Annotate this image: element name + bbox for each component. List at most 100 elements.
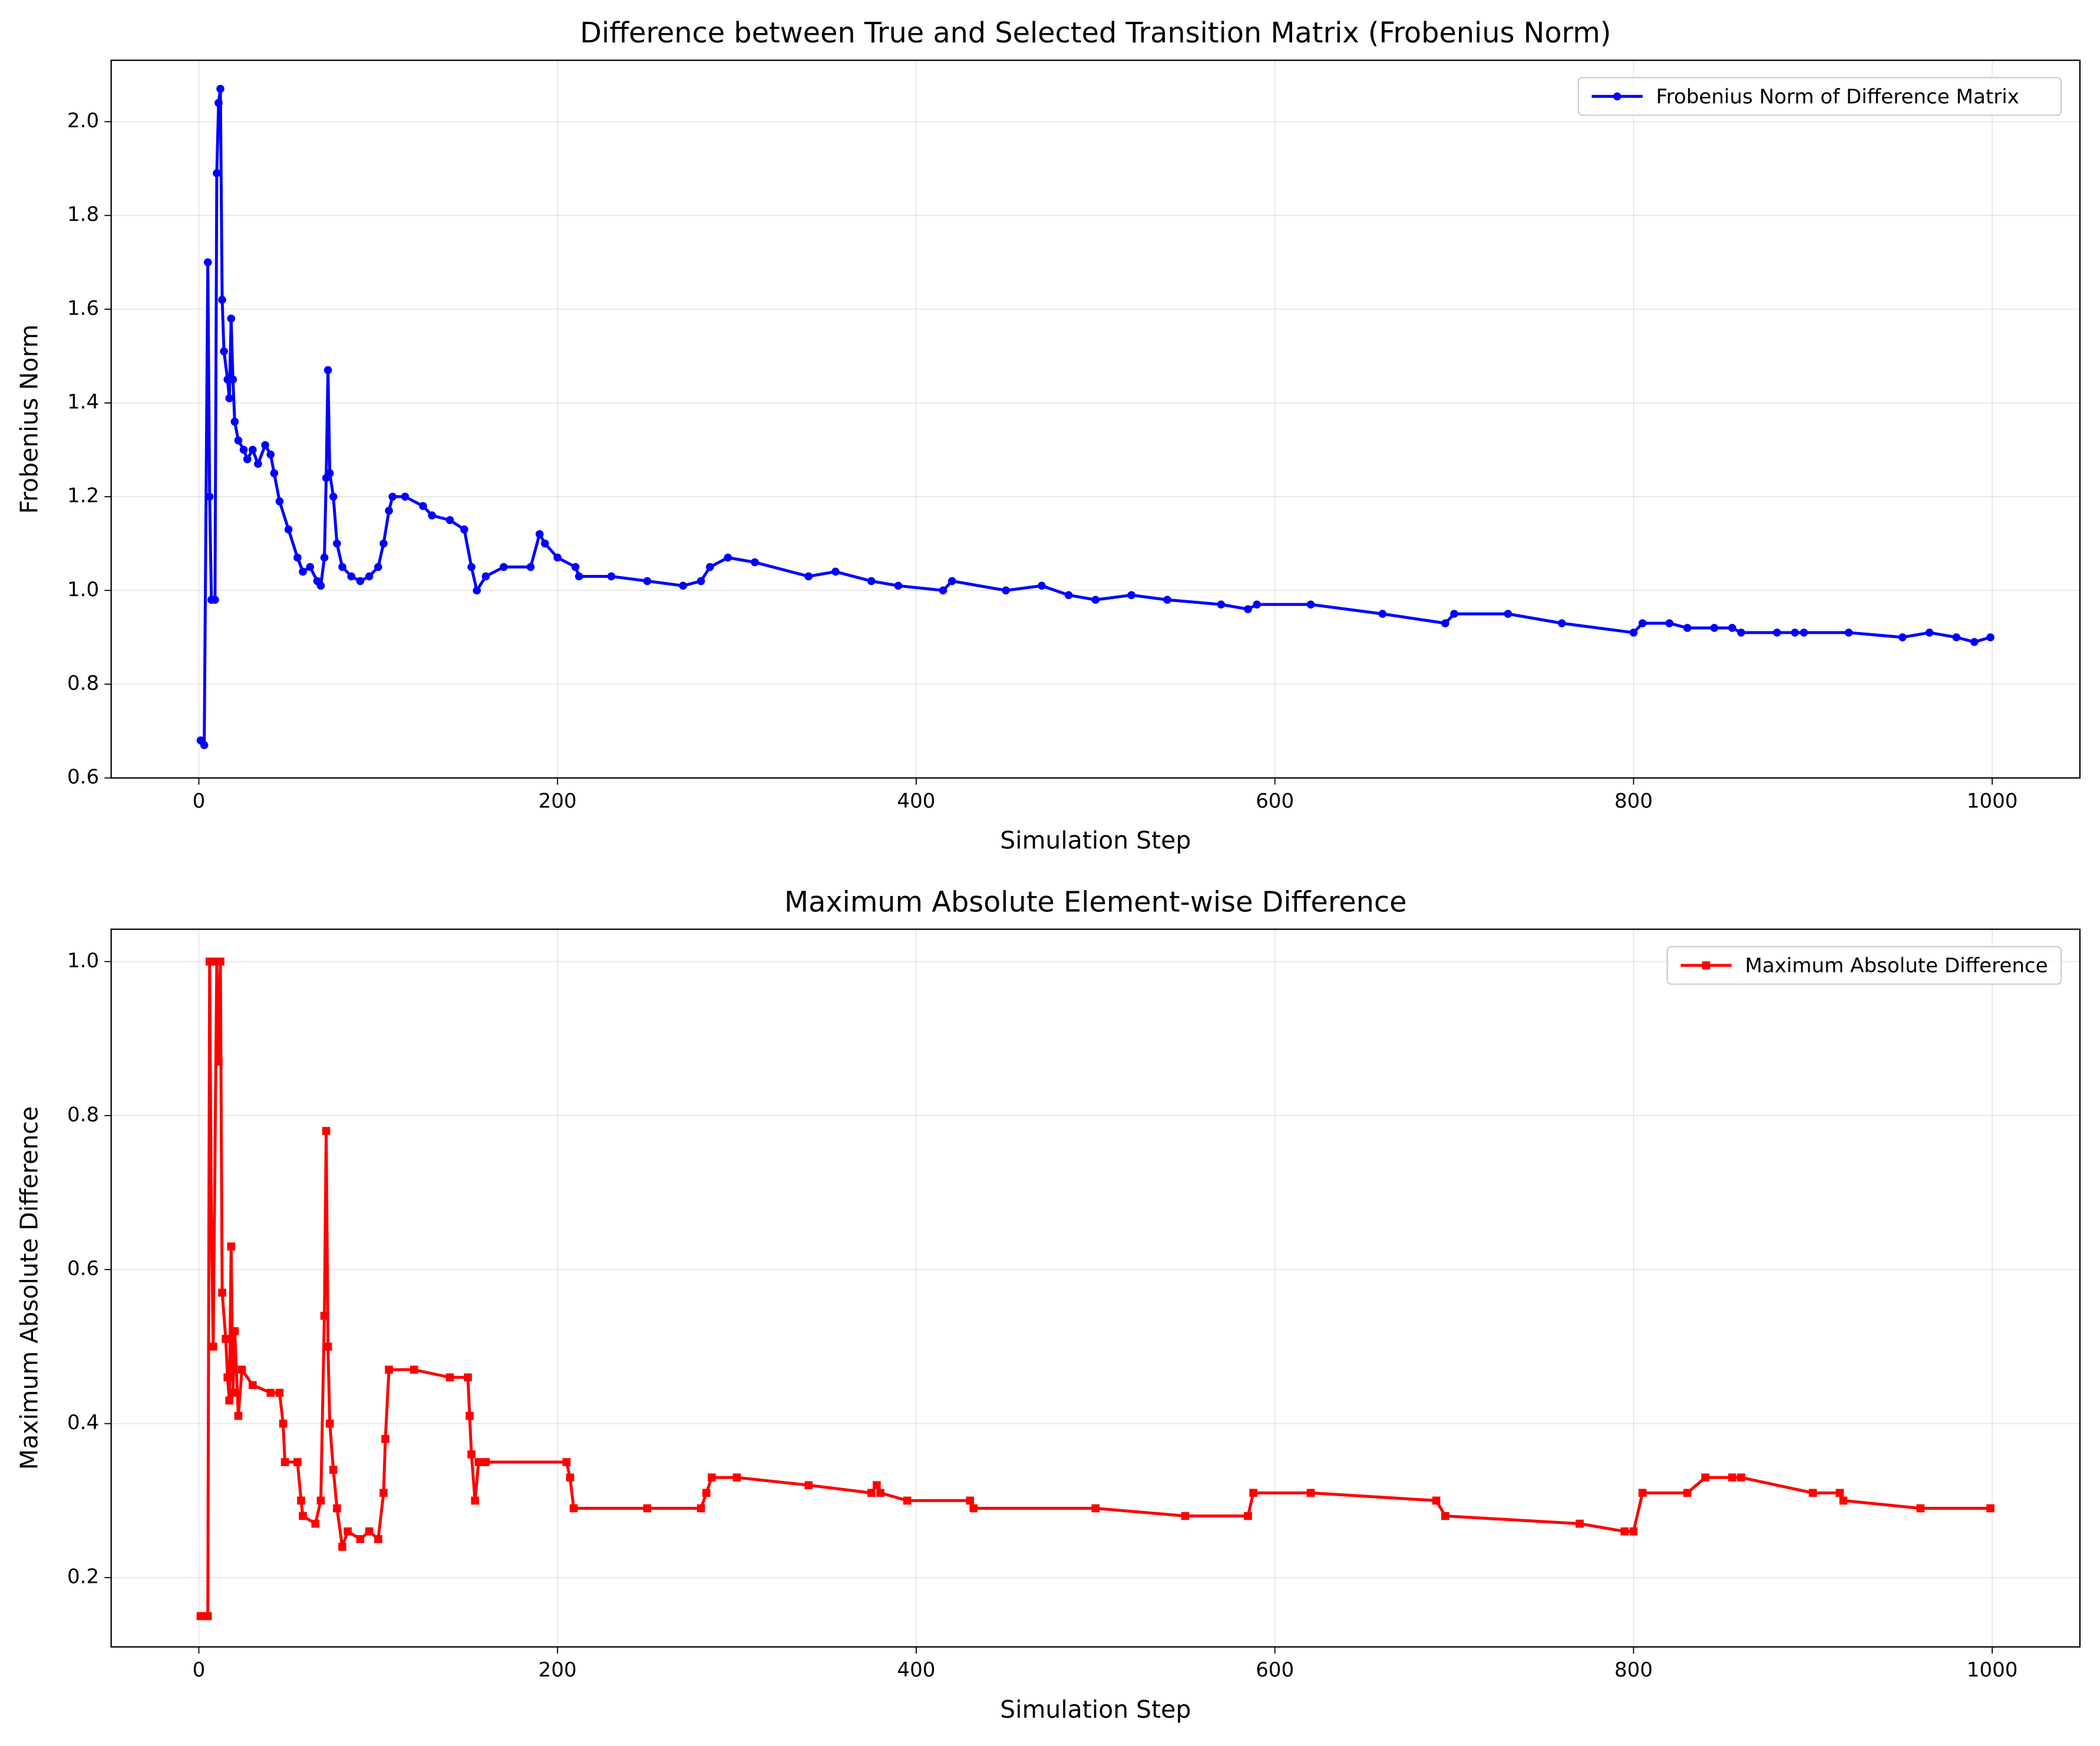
data-marker xyxy=(338,1543,346,1551)
data-marker xyxy=(316,581,325,590)
data-marker xyxy=(867,577,876,586)
y-tick-label: 1.6 xyxy=(67,296,99,320)
data-marker xyxy=(203,258,212,267)
data-marker xyxy=(218,1288,226,1297)
x-tick-label: 800 xyxy=(1614,789,1653,813)
data-marker xyxy=(214,98,223,107)
y-tick-label: 1.0 xyxy=(67,578,99,601)
data-marker xyxy=(1808,1489,1817,1497)
y-tick-label: 1.8 xyxy=(67,203,99,226)
legend-label: Maximum Absolute Difference xyxy=(1745,954,2048,978)
plot-frame xyxy=(110,928,2081,1648)
y-tick-label: 1.0 xyxy=(67,949,99,973)
data-marker xyxy=(225,394,234,402)
data-marker xyxy=(379,539,388,548)
data-marker xyxy=(1665,619,1674,627)
y-tick-label: 1.2 xyxy=(67,484,99,508)
data-marker xyxy=(311,1519,320,1528)
data-marker xyxy=(316,1496,325,1505)
data-marker xyxy=(1127,591,1135,600)
data-marker xyxy=(297,1496,305,1505)
data-marker xyxy=(234,436,243,445)
data-marker xyxy=(465,1411,474,1420)
x-tick-label: 0 xyxy=(193,789,206,813)
data-marker xyxy=(374,1535,382,1543)
y-tick-label: 0.6 xyxy=(67,1257,99,1281)
data-marker xyxy=(1629,629,1638,637)
data-marker xyxy=(266,450,275,459)
data-marker xyxy=(320,553,329,562)
data-marker xyxy=(320,1311,329,1320)
data-marker xyxy=(203,1612,212,1621)
data-marker xyxy=(474,1458,483,1466)
x-tick-label: 0 xyxy=(193,1658,206,1682)
data-marker xyxy=(566,1473,574,1482)
data-marker xyxy=(234,1411,243,1420)
data-marker xyxy=(460,525,468,534)
x-tick-label: 800 xyxy=(1614,1658,1653,1682)
data-marker xyxy=(1249,1489,1257,1497)
x-axis-label: Simulation Step xyxy=(1000,826,1191,855)
data-marker xyxy=(1306,600,1315,609)
data-marker xyxy=(473,586,481,595)
data-marker xyxy=(275,497,284,505)
data-marker xyxy=(275,1388,284,1397)
y-tick-label: 0.6 xyxy=(67,765,99,789)
data-marker xyxy=(445,516,454,524)
data-marker xyxy=(1773,629,1781,637)
data-marker xyxy=(385,507,393,515)
data-marker xyxy=(218,296,226,304)
data-marker xyxy=(1701,1473,1709,1482)
x-tick-label: 1000 xyxy=(1967,1658,2018,1682)
data-marker xyxy=(293,1458,302,1466)
data-marker xyxy=(1728,624,1736,632)
data-marker xyxy=(831,567,840,576)
data-marker xyxy=(216,85,224,93)
data-marker xyxy=(1737,1473,1745,1482)
data-marker xyxy=(211,596,219,604)
data-marker xyxy=(702,1489,711,1497)
data-marker xyxy=(299,1512,307,1520)
data-marker xyxy=(1620,1527,1629,1536)
data-marker xyxy=(643,1504,652,1513)
data-marker xyxy=(894,581,903,590)
data-marker xyxy=(229,375,237,384)
data-marker xyxy=(1253,600,1262,609)
data-marker xyxy=(333,1504,341,1513)
data-marker xyxy=(1791,629,1799,637)
data-marker xyxy=(299,567,307,576)
data-marker xyxy=(216,957,224,966)
data-marker xyxy=(481,1458,490,1466)
data-marker xyxy=(1728,1473,1736,1482)
data-marker xyxy=(248,445,257,454)
chart-title: Difference between True and Selected Tra… xyxy=(580,17,1611,49)
data-marker xyxy=(347,572,356,581)
chart-title: Maximum Absolute Element-wise Difference xyxy=(784,886,1406,918)
data-marker xyxy=(225,1396,234,1405)
data-marker xyxy=(804,1481,813,1490)
data-marker xyxy=(381,1435,389,1443)
data-marker xyxy=(270,469,279,478)
y-tick-label: 1.4 xyxy=(67,391,99,414)
data-marker xyxy=(1710,624,1719,632)
data-marker xyxy=(1576,1519,1584,1528)
data-marker xyxy=(344,1527,352,1536)
data-marker xyxy=(1986,633,1995,641)
x-tick-label: 400 xyxy=(897,1658,935,1682)
data-marker xyxy=(1450,610,1458,618)
data-marker xyxy=(220,347,228,356)
data-marker xyxy=(365,572,374,581)
data-marker xyxy=(1064,591,1073,600)
y-tick-label: 0.8 xyxy=(67,672,99,695)
data-marker xyxy=(903,1496,912,1505)
data-marker xyxy=(571,563,580,571)
y-axis-label: Frobenius Norm xyxy=(15,325,43,514)
legend-label: Frobenius Norm of Difference Matrix xyxy=(1656,85,2019,108)
data-marker xyxy=(329,492,338,501)
data-marker xyxy=(329,1466,338,1474)
data-marker xyxy=(569,1504,578,1513)
data-marker xyxy=(230,1327,239,1335)
data-marker xyxy=(401,492,410,501)
plot-frame xyxy=(110,59,2081,779)
